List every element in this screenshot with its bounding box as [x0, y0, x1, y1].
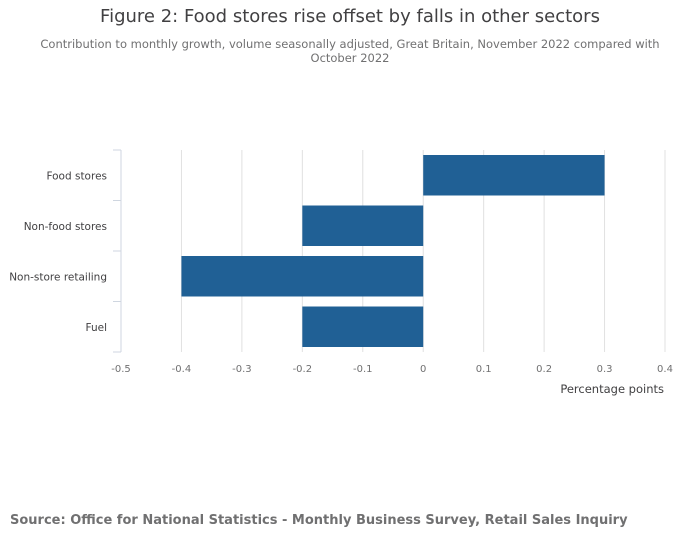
x-tick-labels: -0.5 -0.4 -0.3 -0.2 -0.1 0 0.1 0.2 0.3 0.4 — [111, 364, 673, 375]
bar-fuel — [302, 306, 424, 347]
x-tick-label: -0.3 — [232, 364, 252, 375]
x-tick-label: 0.1 — [476, 364, 492, 375]
x-tick-label: -0.2 — [293, 364, 313, 375]
bar-non-food-stores — [302, 205, 424, 246]
chart-title: Figure 2: Food stores rise offset by fal… — [100, 6, 600, 27]
bar-food-stores — [423, 155, 605, 196]
x-tick-label: -0.1 — [353, 364, 373, 375]
category-label: Fuel — [86, 322, 108, 334]
chart-subtitle: Contribution to monthly growth, volume s… — [40, 37, 660, 65]
x-tick-label: 0.4 — [657, 364, 673, 375]
bar-non-store-retailing — [181, 256, 424, 297]
x-tick-label: 0.2 — [536, 364, 552, 375]
x-tick-label: 0 — [420, 364, 426, 375]
category-axis: Food stores Non-food stores Non-store reta… — [9, 149, 122, 353]
bars — [181, 155, 605, 347]
x-axis-label: Percentage points — [560, 382, 664, 396]
category-label: Non-food stores — [24, 221, 107, 233]
x-tick-label: 0.3 — [597, 364, 613, 375]
x-tick-label: -0.5 — [111, 364, 131, 375]
category-label: Non-store retailing — [9, 271, 107, 283]
x-tick-label: -0.4 — [172, 364, 192, 375]
category-label: Food stores — [46, 170, 107, 182]
source-note: Source: Office for National Statistics -… — [10, 513, 628, 528]
